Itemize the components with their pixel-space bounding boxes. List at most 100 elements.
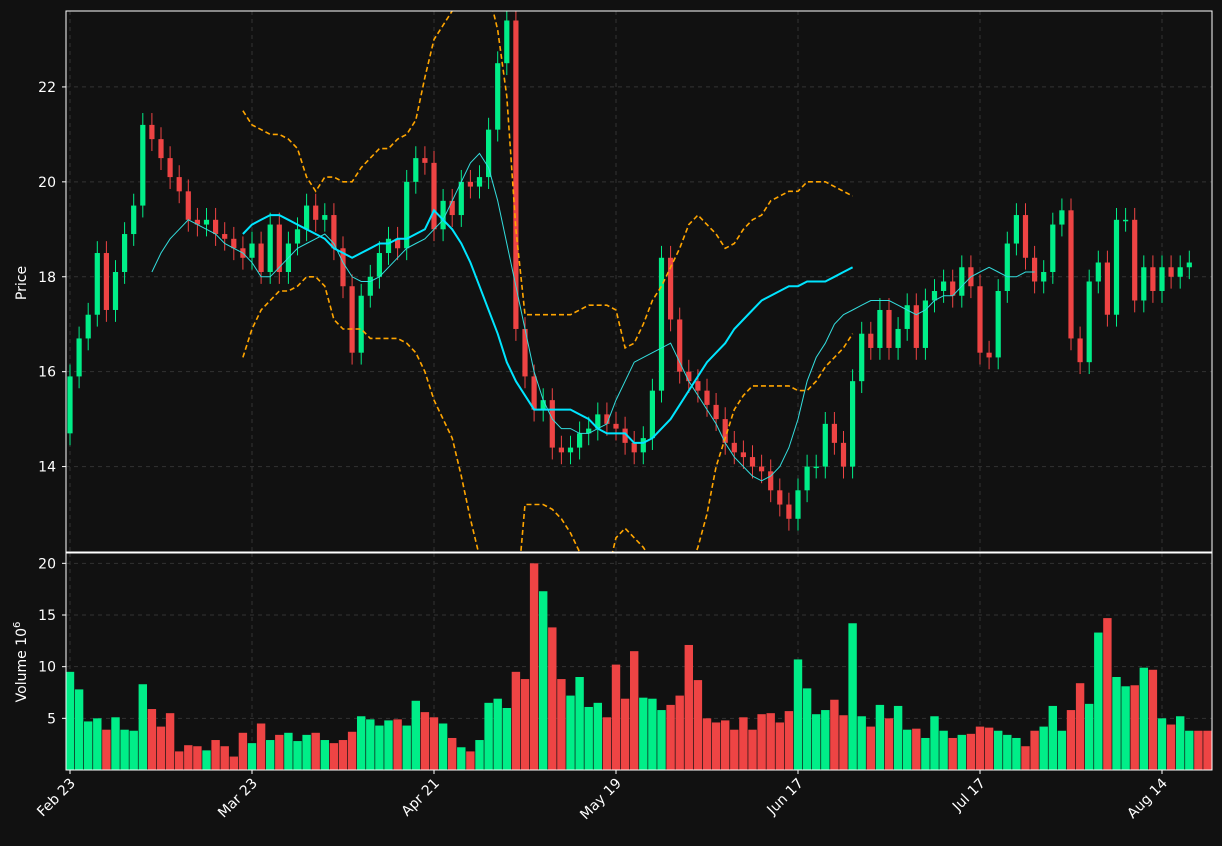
volume-bar xyxy=(1085,703,1094,770)
volume-bar xyxy=(520,679,530,770)
volume-bar xyxy=(193,746,202,770)
moving-average-slow-line xyxy=(242,208,854,444)
candle-body xyxy=(149,124,155,140)
volume-bar xyxy=(848,623,857,770)
volume-bar xyxy=(1012,737,1021,770)
candle-body xyxy=(950,281,956,296)
candle-body xyxy=(877,309,883,348)
volume-bar xyxy=(84,721,93,770)
candle-body xyxy=(376,253,382,277)
volume-bar xyxy=(939,730,948,770)
volume-bar xyxy=(1066,710,1076,770)
volume-bar xyxy=(202,750,211,770)
candlesticks xyxy=(67,11,1192,531)
volume-bar xyxy=(611,664,621,770)
volume-bar xyxy=(903,729,912,770)
candle-body xyxy=(768,471,774,491)
volume-bar xyxy=(448,737,457,770)
volume-bar xyxy=(1121,686,1130,770)
volume-bar xyxy=(357,716,366,770)
volume-bar xyxy=(757,714,766,770)
candle-body xyxy=(294,229,301,244)
volume-bar xyxy=(338,740,348,770)
volume-axis-label: Volume 106 xyxy=(12,622,30,703)
candle-body xyxy=(1032,257,1038,282)
volume-bar xyxy=(975,726,985,770)
candle-body xyxy=(1086,281,1092,363)
candle-body xyxy=(103,253,109,310)
candle-body xyxy=(367,276,373,296)
volume-bar xyxy=(693,680,703,770)
volume-bar xyxy=(957,734,966,770)
volume-bar xyxy=(1139,667,1148,770)
volume-bar xyxy=(948,737,957,770)
candle-body xyxy=(522,328,528,377)
upper-band-line xyxy=(242,11,853,350)
volume-bar xyxy=(475,740,484,770)
volume-bar xyxy=(302,734,311,770)
volume-bar xyxy=(238,732,248,770)
candle-body xyxy=(749,457,756,467)
candle-body xyxy=(959,267,965,296)
candle-body xyxy=(922,300,928,348)
candle-body xyxy=(859,333,865,382)
candle-body xyxy=(677,319,683,372)
volume-bar xyxy=(1194,730,1203,770)
candle-body xyxy=(558,447,564,453)
candle-body xyxy=(513,20,519,329)
candle-body xyxy=(404,181,410,249)
candle-body xyxy=(813,466,819,469)
candle-body xyxy=(1022,215,1029,258)
volume-bar xyxy=(529,563,539,770)
volume-bar xyxy=(793,659,803,770)
volume-bars xyxy=(65,563,1212,770)
volume-bar xyxy=(539,591,548,770)
price-ytick-label: 18 xyxy=(38,270,56,286)
volume-bar xyxy=(384,720,393,770)
volume-bar xyxy=(420,712,430,770)
volume-bar xyxy=(1148,669,1158,770)
volume-bar xyxy=(1075,683,1085,770)
candle-body xyxy=(586,428,592,434)
volume-bar xyxy=(766,713,775,770)
candle-body xyxy=(1113,219,1120,315)
volume-bar xyxy=(893,705,903,770)
candle-body xyxy=(1177,267,1183,277)
candle-body xyxy=(895,328,901,348)
candle-body xyxy=(495,63,501,130)
volume-bar xyxy=(266,740,275,770)
candle-body xyxy=(1068,210,1074,339)
volume-bar xyxy=(429,717,439,770)
volume-bar xyxy=(1021,746,1030,770)
volume-panel-frame xyxy=(65,552,1213,771)
candle-body xyxy=(868,333,874,348)
volume-bar xyxy=(575,677,584,770)
candle-body xyxy=(1013,215,1019,244)
candle-body xyxy=(194,219,200,225)
candle-body xyxy=(713,404,719,420)
volume-bar xyxy=(156,726,166,770)
volume-bar xyxy=(639,697,648,770)
grid-lines xyxy=(66,11,1212,770)
volume-bar xyxy=(1048,705,1057,770)
candle-body xyxy=(231,238,237,249)
candle-body xyxy=(795,490,801,519)
candle-body xyxy=(631,442,637,453)
candle-body xyxy=(777,490,783,505)
candle-body xyxy=(349,286,355,353)
volume-bar xyxy=(548,627,557,770)
candle-body xyxy=(995,290,1001,358)
candle-body xyxy=(440,200,446,230)
candle-body xyxy=(649,390,655,439)
candle-body xyxy=(158,139,164,159)
volume-bar xyxy=(984,727,994,770)
volume-bar xyxy=(366,719,375,770)
volume-bar xyxy=(775,722,784,770)
candle-body xyxy=(931,290,938,301)
price-axis-label: Price xyxy=(14,266,30,300)
volume-ytick-label: 20 xyxy=(38,556,56,572)
volume-bar xyxy=(1203,730,1212,770)
candle-body xyxy=(486,129,492,178)
price-ytick-label: 22 xyxy=(38,80,56,96)
